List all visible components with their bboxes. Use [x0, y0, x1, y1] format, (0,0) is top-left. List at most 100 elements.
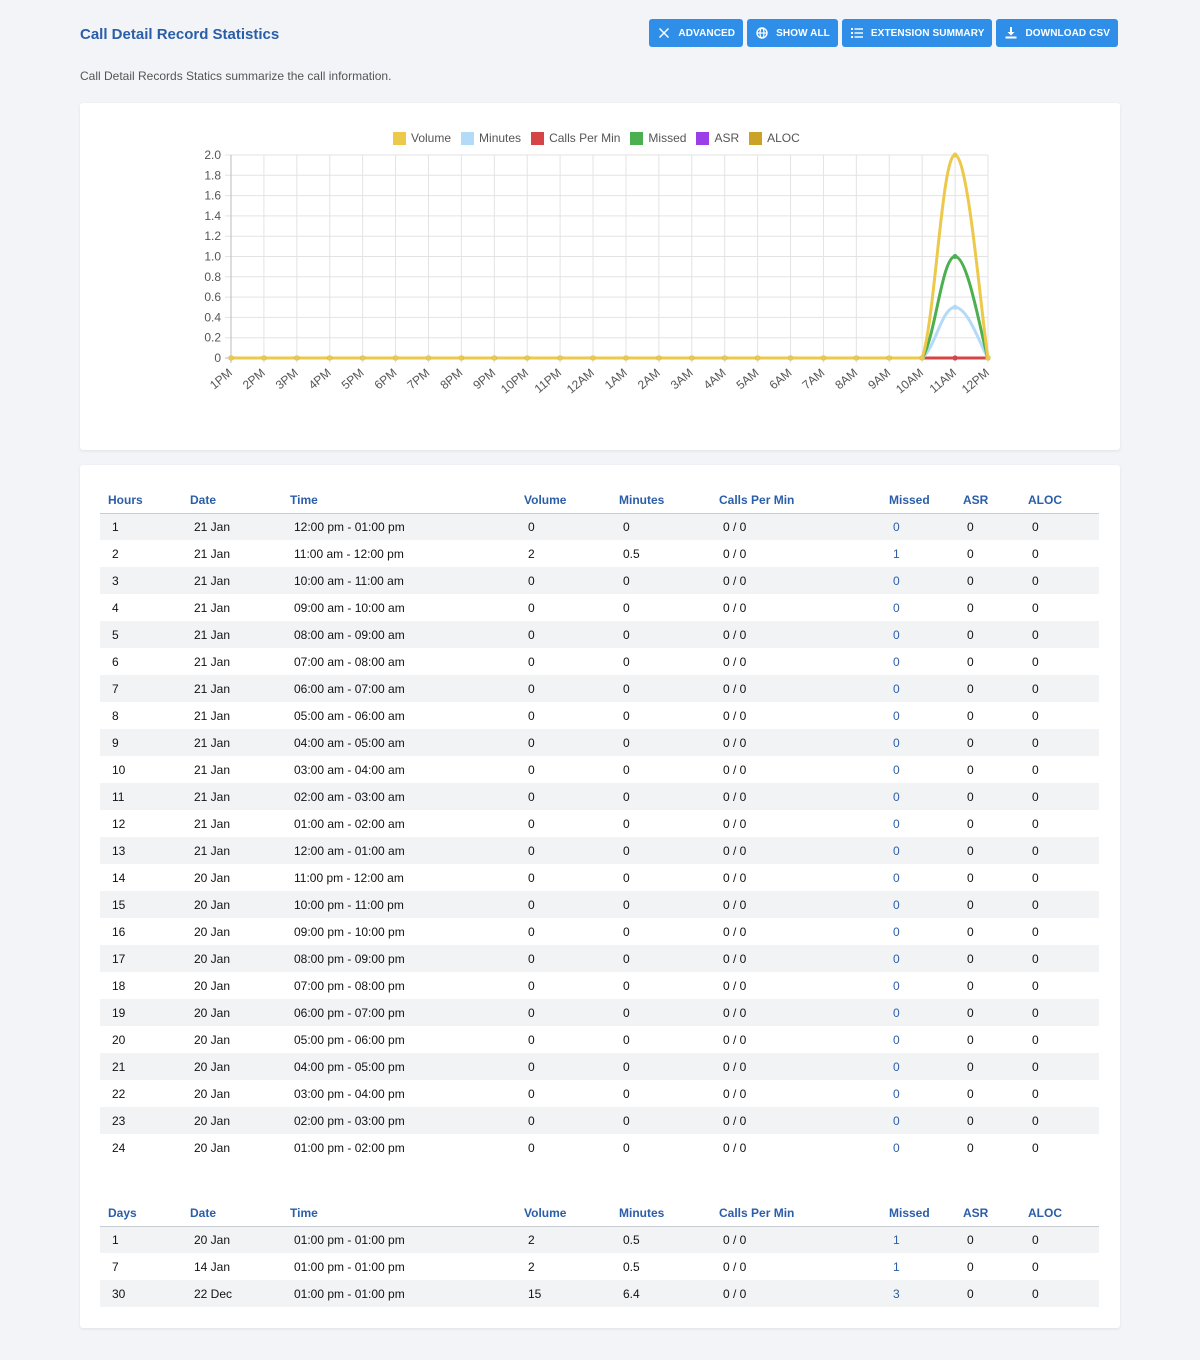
cell-asr: 0	[967, 600, 974, 615]
missed-link[interactable]: 0	[893, 1140, 900, 1155]
point-volume[interactable]	[393, 355, 399, 361]
point-volume[interactable]	[656, 355, 662, 361]
point-volume[interactable]	[820, 355, 826, 361]
days-table-col-volume[interactable]: Volume	[516, 1196, 611, 1227]
days-table-col-date[interactable]: Date	[182, 1196, 282, 1227]
missed-link[interactable]: 0	[893, 735, 900, 750]
legend-item-calls-per-min[interactable]: Calls Per Min	[531, 131, 620, 145]
page-title: Call Detail Record Statistics	[80, 26, 280, 43]
point-volume[interactable]	[524, 355, 530, 361]
point-volume[interactable]	[294, 355, 300, 361]
days-table-col-calls-per-min[interactable]: Calls Per Min	[711, 1196, 881, 1227]
legend-swatch-minutes	[461, 131, 475, 145]
legend-item-minutes[interactable]: Minutes	[461, 131, 521, 145]
missed-link[interactable]: 1	[893, 546, 900, 561]
point-volume[interactable]	[458, 355, 464, 361]
missed-link[interactable]: 0	[893, 816, 900, 831]
days-table-col-minutes[interactable]: Minutes	[611, 1196, 711, 1227]
legend-item-asr[interactable]: ASR	[696, 131, 739, 145]
point-volume[interactable]	[886, 355, 892, 361]
days-table-col-asr[interactable]: ASR	[955, 1196, 1020, 1227]
point-volume[interactable]	[722, 355, 728, 361]
hours-table-col-index[interactable]: Hours	[100, 483, 182, 514]
missed-link[interactable]: 0	[893, 681, 900, 696]
missed-link[interactable]: 0	[893, 654, 900, 669]
missed-link[interactable]: 0	[893, 762, 900, 777]
cell-minutes: 0	[623, 1086, 630, 1101]
point-volume[interactable]	[327, 355, 333, 361]
missed-link[interactable]: 0	[893, 789, 900, 804]
legend-label-volume: Volume	[411, 131, 452, 145]
hours-table-col-missed[interactable]: Missed	[881, 483, 955, 514]
x-tick-label: 5PM	[339, 366, 367, 393]
point-volume[interactable]	[590, 355, 596, 361]
point-minutes[interactable]	[952, 304, 958, 310]
point-volume[interactable]	[919, 355, 925, 361]
legend-item-missed[interactable]: Missed	[630, 131, 686, 145]
point-volume[interactable]	[952, 152, 958, 158]
missed-link[interactable]: 0	[893, 1059, 900, 1074]
extension-summary-button[interactable]: Extension Summary	[841, 19, 993, 47]
missed-link[interactable]: 1	[893, 1232, 900, 1247]
missed-link[interactable]: 0	[893, 573, 900, 588]
download-csv-button[interactable]: Download CSV	[996, 19, 1118, 47]
cell-minutes: 0	[623, 600, 630, 615]
point-volume[interactable]	[228, 355, 234, 361]
point-volume[interactable]	[557, 355, 563, 361]
days-table-col-aloc[interactable]: ALOC	[1020, 1196, 1099, 1227]
missed-link[interactable]: 0	[893, 708, 900, 723]
missed-link[interactable]: 0	[893, 897, 900, 912]
x-tick-label: 3PM	[273, 366, 301, 393]
missed-link[interactable]: 0	[893, 1113, 900, 1128]
hours-table-col-time[interactable]: Time	[282, 483, 516, 514]
y-tick-label: 0.4	[204, 310, 221, 324]
missed-link[interactable]: 0	[893, 951, 900, 966]
missed-link[interactable]: 0	[893, 978, 900, 993]
point-volume[interactable]	[853, 355, 859, 361]
legend-item-aloc[interactable]: ALOC	[749, 131, 800, 145]
show-all-button[interactable]: Show All	[747, 19, 838, 47]
x-tick-label: 8AM	[832, 366, 860, 393]
legend-item-volume[interactable]: Volume	[393, 131, 451, 145]
point-calls-per-min[interactable]	[952, 355, 958, 361]
missed-link[interactable]: 1	[893, 1259, 900, 1274]
cell-missed: 0	[881, 756, 955, 783]
point-volume[interactable]	[261, 355, 267, 361]
hours-table-col-asr[interactable]: ASR	[955, 483, 1020, 514]
missed-link[interactable]: 0	[893, 924, 900, 939]
missed-link[interactable]: 0	[893, 627, 900, 642]
hours-table-col-aloc[interactable]: ALOC	[1020, 483, 1099, 514]
days-table-col-time[interactable]: Time	[282, 1196, 516, 1227]
point-volume[interactable]	[360, 355, 366, 361]
hours-table-col-calls-per-min[interactable]: Calls Per Min	[711, 483, 881, 514]
point-volume[interactable]	[788, 355, 794, 361]
point-volume[interactable]	[755, 355, 761, 361]
advanced-button[interactable]: Advanced	[649, 19, 744, 47]
point-volume[interactable]	[425, 355, 431, 361]
missed-link[interactable]: 0	[893, 1005, 900, 1020]
point-volume[interactable]	[623, 355, 629, 361]
missed-link[interactable]: 0	[893, 519, 900, 534]
point-volume[interactable]	[689, 355, 695, 361]
missed-link[interactable]: 0	[893, 1086, 900, 1101]
missed-link[interactable]: 0	[893, 600, 900, 615]
cell-aloc: 0	[1020, 1053, 1099, 1080]
days-table: Days Date Time Volume Minutes Calls Per Min Mi…	[100, 1196, 1099, 1307]
table-row: 6 21 Jan 07:00 am - 08:00 am 0 0 0 / 0 0 0 0	[100, 648, 1099, 675]
cell-calls-per-min: 0 / 0	[723, 1086, 747, 1101]
days-table-col-index[interactable]: Days	[100, 1196, 182, 1227]
hours-table-col-volume[interactable]: Volume	[516, 483, 611, 514]
point-volume[interactable]	[491, 355, 497, 361]
missed-link[interactable]: 0	[893, 870, 900, 885]
cell-index: 20	[112, 1032, 126, 1047]
hours-table-col-minutes[interactable]: Minutes	[611, 483, 711, 514]
point-volume[interactable]	[985, 355, 991, 361]
point-missed[interactable]	[952, 254, 958, 259]
missed-link[interactable]: 3	[893, 1286, 900, 1301]
missed-link[interactable]: 0	[893, 1032, 900, 1047]
days-table-col-missed[interactable]: Missed	[881, 1196, 955, 1227]
missed-link[interactable]: 0	[893, 843, 900, 858]
hours-table-col-date[interactable]: Date	[182, 483, 282, 514]
cell-time: 10:00 am - 11:00 am	[282, 567, 516, 594]
cell-aloc: 0	[1020, 999, 1099, 1026]
